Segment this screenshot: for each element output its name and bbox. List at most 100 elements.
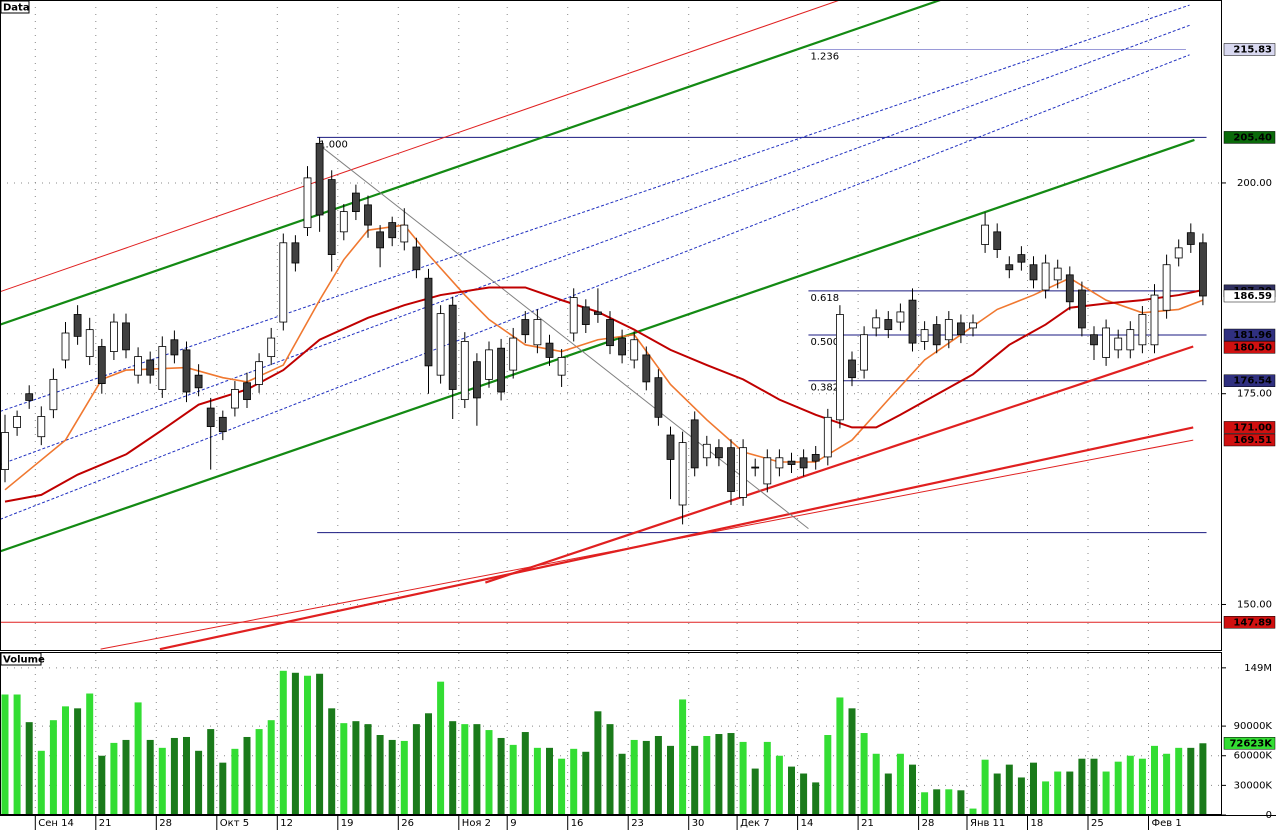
price-marker	[1223, 289, 1276, 303]
candle-body	[666, 434, 675, 460]
candle-body	[727, 447, 735, 492]
volume-bar	[291, 672, 299, 815]
candle-body	[896, 311, 905, 323]
trend-line	[0, 0, 841, 293]
candle-body	[73, 314, 82, 337]
volume-bar	[1187, 747, 1195, 815]
volume-bar	[667, 745, 674, 815]
candle-body	[218, 416, 227, 433]
volume-bar	[1114, 761, 1122, 815]
volume-bar	[521, 732, 529, 815]
y-tick-label: 175.00	[1237, 389, 1272, 400]
trend-line	[100, 439, 1194, 650]
volume-bar	[37, 750, 45, 815]
candle-body	[170, 339, 179, 356]
candle-body	[1090, 334, 1098, 346]
volume-bar	[872, 753, 880, 815]
x-tick-label: 23	[631, 818, 644, 829]
x-tick-label: Ноя 2	[462, 818, 491, 829]
price-marker	[1223, 43, 1276, 56]
candle-body	[351, 192, 360, 213]
volume-bar	[909, 764, 916, 815]
x-tick-label: 28	[922, 818, 935, 829]
volume-bar	[993, 773, 1001, 815]
volume-bar	[896, 753, 904, 815]
candle-body	[303, 177, 312, 229]
y-tick-label: 200.00	[1237, 178, 1272, 189]
trend-line	[0, 138, 1195, 553]
candle-body	[182, 349, 191, 393]
candle-body	[823, 416, 832, 458]
candle-body	[460, 341, 469, 401]
volume-bar	[1, 694, 9, 815]
x-tick-label: Сен 14	[38, 818, 74, 829]
candle-body	[424, 277, 433, 367]
x-tick-label: 14	[801, 818, 814, 829]
fib-label: 0.618	[810, 293, 839, 304]
candle-body	[702, 443, 711, 459]
price-marker-label: 176.54	[1233, 376, 1272, 387]
volume-bar	[364, 724, 372, 815]
fib-label: 0.382	[810, 383, 839, 394]
price-marker-label: 205.40	[1233, 132, 1272, 143]
volume-bar	[352, 721, 360, 815]
candle-body	[243, 382, 251, 401]
candle-body	[85, 329, 94, 358]
volume-bar	[642, 740, 650, 815]
candle-body	[787, 460, 796, 465]
candle-body	[836, 314, 844, 421]
candle-body	[339, 211, 348, 233]
volume-bar	[425, 713, 432, 815]
candle-body	[872, 317, 881, 329]
fib-label: 1.000	[319, 139, 348, 150]
candle-body	[158, 346, 167, 390]
volume-bar	[1005, 764, 1013, 815]
volume-bar	[570, 748, 578, 815]
candle-body	[1065, 274, 1074, 303]
fib-label: 1.236	[810, 51, 839, 62]
candle-body	[569, 297, 578, 334]
volume-bar	[122, 739, 130, 815]
candle-body	[618, 337, 626, 356]
y-tick-label: 90000K	[1234, 721, 1273, 732]
volume-bar	[691, 745, 699, 815]
volume-bar	[957, 790, 965, 815]
volume-bar	[558, 758, 566, 815]
volume-bar	[449, 721, 457, 815]
candle-body	[969, 322, 977, 329]
candle-body	[122, 322, 130, 351]
candle-body	[509, 337, 518, 371]
candle-body	[37, 416, 46, 438]
volume-bar	[1126, 755, 1134, 815]
trend-line	[0, 0, 941, 326]
volume-bar	[1151, 745, 1158, 815]
candle-body	[267, 337, 276, 358]
y-tick-label: 150.00	[1237, 599, 1272, 610]
candle-body	[981, 224, 989, 245]
candle-body	[775, 457, 784, 469]
x-tick-label: 26	[401, 818, 414, 829]
volume-bar	[945, 789, 953, 815]
price-marker	[1223, 131, 1276, 144]
price-marker	[1223, 328, 1276, 342]
x-tick-label: 30	[692, 818, 705, 829]
candle-body	[327, 179, 336, 256]
volume-bar	[231, 748, 239, 815]
volume-bar	[158, 747, 166, 815]
volume-bar	[1078, 758, 1086, 815]
price-panel-border	[0, 0, 1222, 651]
candle-body	[642, 354, 651, 383]
volume-bar	[497, 737, 505, 815]
candle-body	[690, 419, 699, 469]
volume-bar	[25, 722, 33, 815]
candle-body	[1186, 232, 1195, 245]
volume-bar	[800, 773, 808, 815]
candle-body	[1102, 327, 1110, 358]
candle-body	[630, 339, 639, 361]
volume-bar	[316, 673, 324, 815]
volume-bar	[1042, 781, 1050, 815]
chart-title: Data	[3, 3, 30, 14]
price-marker	[1223, 421, 1276, 434]
volume-bar	[1030, 762, 1037, 815]
price-marker-label: 169.51	[1233, 435, 1272, 446]
